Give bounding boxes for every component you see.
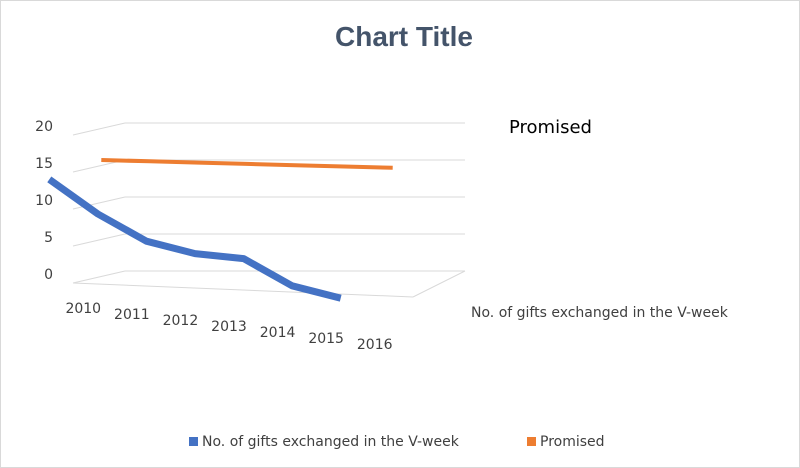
chart-title: Chart Title bbox=[335, 21, 473, 52]
depth-axis-labels: No. of gifts exchanged in the V-week Prom… bbox=[471, 117, 729, 321]
x-tick-label: 2016 bbox=[357, 337, 393, 353]
x-tick-label: 2010 bbox=[65, 301, 101, 317]
legend: No. of gifts exchanged in the V-week Prom… bbox=[189, 434, 605, 450]
x-tick-label: 2014 bbox=[260, 325, 296, 341]
y-tick-label: 0 bbox=[44, 267, 53, 283]
legend-swatch bbox=[527, 437, 536, 446]
x-tick-label: 2011 bbox=[114, 307, 150, 323]
floor-front-edge bbox=[72, 282, 414, 298]
y-tick-label: 15 bbox=[35, 156, 53, 172]
legend-label: No. of gifts exchanged in the V-week bbox=[202, 434, 460, 450]
x-tick-label: 2013 bbox=[211, 319, 247, 335]
depth-label-promised: Promised bbox=[509, 117, 592, 138]
series-line-promised bbox=[101, 158, 393, 170]
depth-label-gifts: No. of gifts exchanged in the V-week bbox=[471, 305, 729, 321]
y-tick-label: 5 bbox=[44, 230, 53, 246]
gridline-side bbox=[72, 196, 126, 210]
x-axis-ticks: 2010 2011 2012 2013 2014 2015 2016 bbox=[65, 301, 392, 353]
x-tick-label: 2012 bbox=[163, 313, 199, 329]
x-tick-label: 2015 bbox=[308, 331, 344, 347]
legend-swatch bbox=[189, 437, 198, 446]
y-tick-label: 20 bbox=[35, 119, 53, 135]
series-lines bbox=[47, 158, 393, 302]
y-axis-ticks: 0 5 10 15 20 bbox=[35, 119, 53, 283]
gridline-side bbox=[72, 122, 126, 136]
gridline-side bbox=[72, 270, 126, 284]
gridlines bbox=[72, 122, 466, 298]
gridline-side bbox=[72, 233, 126, 247]
legend-label: Promised bbox=[540, 434, 605, 450]
y-tick-label: 10 bbox=[35, 193, 53, 209]
floor-right-edge bbox=[412, 270, 466, 298]
series-line-gifts bbox=[47, 176, 342, 302]
